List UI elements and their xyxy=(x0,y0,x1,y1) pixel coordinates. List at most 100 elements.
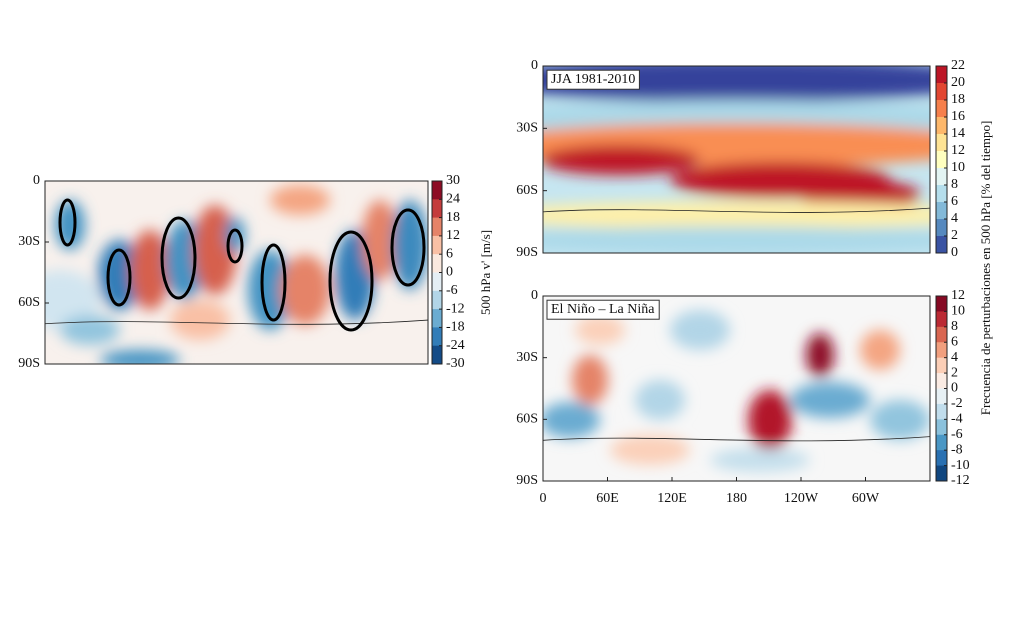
y-tick-label: 0 xyxy=(531,58,538,73)
field-blob xyxy=(543,201,930,229)
coastline xyxy=(45,319,428,325)
significance-contour xyxy=(226,228,244,264)
plot-frame xyxy=(44,180,429,365)
y-tick-label: 90S xyxy=(18,356,40,371)
colorbar-segment xyxy=(936,419,947,436)
significance-contour xyxy=(160,216,197,300)
y-tick-label: 90S xyxy=(516,473,538,488)
colorbar-tick-label: -2 xyxy=(951,396,963,411)
y-tick-label: 60S xyxy=(516,183,538,198)
y-tick-label: 60S xyxy=(516,412,538,427)
colorbar-segment xyxy=(936,168,947,186)
panel-title: El Niño – La Niña xyxy=(551,302,655,317)
colorbar-tick-label: 6 xyxy=(951,194,958,209)
colorbar-segment xyxy=(936,219,947,237)
field-panel xyxy=(543,296,930,481)
colorbar-tick-label: 18 xyxy=(446,210,460,225)
shared-colorbar-label: Frecuencia de perturbaciones en 500 hPa … xyxy=(978,121,993,416)
colorbar-segment xyxy=(936,185,947,203)
colorbar-segment xyxy=(936,202,947,220)
colorbar-label: 500 hPa v' [m/s] xyxy=(478,230,493,315)
colorbar-segment xyxy=(432,199,442,219)
field-blob xyxy=(100,350,180,364)
field-blob xyxy=(710,448,810,472)
colorbar-tick-label: -12 xyxy=(446,301,465,316)
field-blob xyxy=(610,435,690,465)
significance-contour xyxy=(106,248,132,307)
colorbar-tick-label: 6 xyxy=(446,246,453,261)
colorbar-tick-label: 18 xyxy=(951,92,965,107)
colorbar-segment xyxy=(432,235,442,255)
colorbar-segment xyxy=(936,296,947,312)
colorbar-tick-label: -30 xyxy=(446,356,465,371)
colorbar-tick-label: -6 xyxy=(951,427,963,442)
panel-title-box xyxy=(546,69,640,90)
panel-title-box xyxy=(546,299,660,320)
colorbar-tick-label: 10 xyxy=(951,304,965,319)
field-blob xyxy=(543,145,700,175)
field-blob xyxy=(225,217,245,253)
colorbar-segment xyxy=(936,326,947,343)
y-tick-label: 30S xyxy=(516,350,538,365)
x-tick-label: 120E xyxy=(657,491,687,506)
fields xyxy=(45,66,930,481)
y-tick-label: 60S xyxy=(18,295,40,310)
colorbar-segment xyxy=(936,66,947,84)
colorbar-tick-label: 4 xyxy=(951,211,958,226)
field-blob xyxy=(543,402,600,438)
y-tick-label: 90S xyxy=(516,245,538,260)
x-tick-label: 60W xyxy=(852,491,880,506)
coastline xyxy=(543,207,930,213)
colorbar-frame xyxy=(935,65,948,254)
colorbar-segment xyxy=(936,342,947,359)
significance-contour xyxy=(390,208,426,287)
field-blob xyxy=(170,300,230,340)
colorbar-tick-label: 0 xyxy=(951,381,958,396)
colorbar-segment xyxy=(432,181,442,200)
colorbar-tick-label: 0 xyxy=(951,245,958,260)
field-blob xyxy=(575,315,625,345)
colorbar-tick-label: 12 xyxy=(951,288,965,303)
coastline xyxy=(543,436,930,442)
colorbar-tick-label: 2 xyxy=(951,365,958,380)
colorbar-segment xyxy=(936,450,947,467)
colorbar-segment xyxy=(936,117,947,135)
field-blob xyxy=(748,390,792,450)
colorbar-tick-label: -4 xyxy=(951,412,963,427)
colorbar-tick-label: 12 xyxy=(446,228,460,243)
y-tick-label: 30S xyxy=(18,234,40,249)
colorbar-segment xyxy=(432,254,442,273)
colorbar-tick-label: 4 xyxy=(951,350,958,365)
colorbar-segment xyxy=(936,388,947,405)
panel-title: JJA 1981-2010 xyxy=(551,72,635,87)
y-tick-label: 0 xyxy=(531,288,538,303)
colorbar-segment xyxy=(936,434,947,451)
colorbar-tick-label: -10 xyxy=(951,458,970,473)
plot-frame xyxy=(542,65,931,254)
colorbar-tick-label: 8 xyxy=(951,319,958,334)
colorbar-tick-label: -8 xyxy=(951,442,963,457)
colorbar-segment xyxy=(432,345,442,365)
colorbar-tick-label: 0 xyxy=(446,265,453,280)
field-blob xyxy=(280,255,330,325)
significance-contour xyxy=(328,230,374,332)
colorbar-tick-label: 12 xyxy=(951,143,965,158)
colorbar-tick-label: 6 xyxy=(951,334,958,349)
field-blob xyxy=(130,230,170,310)
field-blob xyxy=(572,355,608,405)
colorbar-segment xyxy=(936,83,947,101)
significance-contour xyxy=(58,198,77,247)
y-tick-label: 0 xyxy=(33,173,40,188)
field-blob xyxy=(270,185,330,215)
field-blob xyxy=(860,330,900,370)
colorbar-segment xyxy=(432,217,442,237)
field-panel xyxy=(543,66,930,253)
field-blob xyxy=(45,270,100,330)
colorbar-segment xyxy=(432,327,442,347)
colorbar-tick-label: 16 xyxy=(951,109,965,124)
colorbar-segment xyxy=(936,100,947,118)
field-blobs xyxy=(543,66,930,253)
colorbar-segment xyxy=(936,465,947,482)
field-blob xyxy=(635,380,685,420)
